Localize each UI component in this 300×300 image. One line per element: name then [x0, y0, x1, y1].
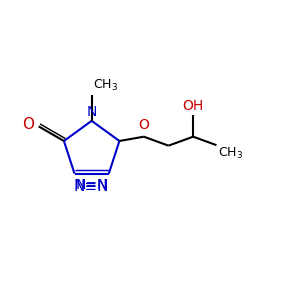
Text: N=N: N=N: [76, 178, 108, 192]
Text: CH$_3$: CH$_3$: [93, 78, 118, 93]
Text: OH: OH: [182, 99, 204, 113]
Text: N: N: [86, 105, 97, 119]
Text: CH$_3$: CH$_3$: [218, 146, 243, 161]
Text: O: O: [138, 118, 149, 132]
Text: O: O: [22, 117, 34, 132]
Text: N≡N: N≡N: [74, 179, 110, 194]
